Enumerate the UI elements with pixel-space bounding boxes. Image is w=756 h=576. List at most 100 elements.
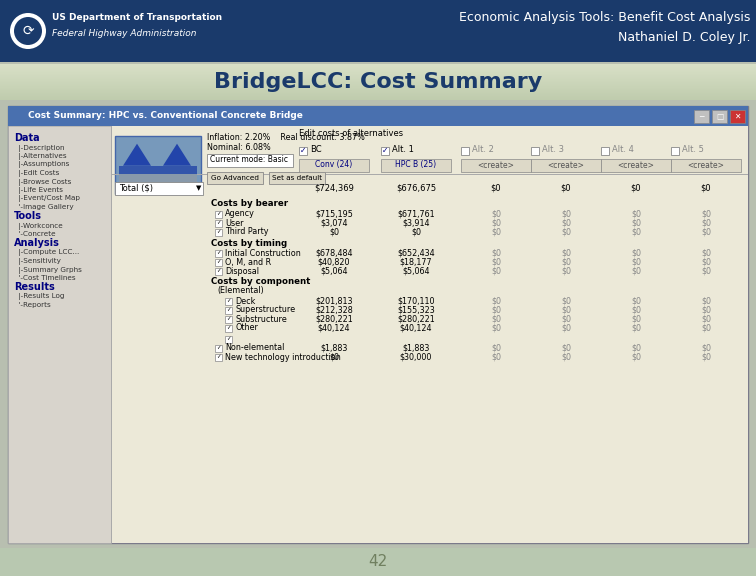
Text: ✓: ✓ bbox=[216, 260, 221, 264]
Polygon shape bbox=[163, 143, 191, 166]
Text: Total ($): Total ($) bbox=[119, 184, 153, 192]
Text: ✓: ✓ bbox=[216, 251, 221, 256]
Text: BC: BC bbox=[310, 146, 321, 154]
Text: $0: $0 bbox=[631, 257, 641, 267]
Text: $201,813: $201,813 bbox=[315, 297, 353, 305]
Text: $1,883: $1,883 bbox=[402, 343, 429, 353]
Bar bbox=[111, 126, 112, 543]
Text: Costs by timing: Costs by timing bbox=[211, 238, 287, 248]
Text: Alt. 1: Alt. 1 bbox=[392, 146, 414, 154]
Text: $0: $0 bbox=[561, 305, 571, 314]
Text: <create>: <create> bbox=[478, 161, 514, 169]
Text: $0: $0 bbox=[561, 228, 571, 237]
Bar bbox=[0, 100, 756, 548]
Text: Disposal: Disposal bbox=[225, 267, 259, 275]
Text: Analysis: Analysis bbox=[14, 238, 60, 248]
Bar bbox=[381, 159, 451, 172]
Text: BridgeLCC: Cost Summary: BridgeLCC: Cost Summary bbox=[214, 72, 542, 92]
Text: Superstructure: Superstructure bbox=[235, 305, 295, 314]
Bar bbox=[215, 344, 222, 351]
Text: $40,820: $40,820 bbox=[318, 257, 350, 267]
Text: |-Assumptions: |-Assumptions bbox=[16, 161, 70, 169]
Text: $0: $0 bbox=[411, 228, 421, 237]
Text: ✓: ✓ bbox=[216, 221, 221, 225]
Bar bbox=[215, 259, 222, 266]
Text: Cost Summary: HPC vs. Conventional Concrete Bridge: Cost Summary: HPC vs. Conventional Concr… bbox=[28, 112, 303, 120]
Bar bbox=[215, 219, 222, 226]
Text: $0: $0 bbox=[701, 314, 711, 324]
Text: $724,369: $724,369 bbox=[314, 184, 354, 192]
Text: ⟳: ⟳ bbox=[22, 24, 34, 38]
Text: ✓: ✓ bbox=[216, 346, 221, 351]
Text: $0: $0 bbox=[561, 343, 571, 353]
Text: ✓: ✓ bbox=[226, 336, 231, 342]
Text: ─: ─ bbox=[699, 112, 704, 120]
Text: $0: $0 bbox=[631, 353, 641, 362]
Bar bbox=[225, 297, 232, 305]
Bar bbox=[8, 126, 111, 543]
Text: ✓: ✓ bbox=[226, 325, 231, 331]
Text: $0: $0 bbox=[561, 324, 571, 332]
Text: Data: Data bbox=[14, 133, 39, 143]
Text: HPC B (25): HPC B (25) bbox=[395, 161, 436, 169]
Text: $678,484: $678,484 bbox=[315, 248, 353, 257]
Text: $0: $0 bbox=[491, 228, 501, 237]
Bar bbox=[601, 147, 609, 155]
Text: $0: $0 bbox=[631, 184, 641, 192]
Text: 42: 42 bbox=[368, 555, 388, 570]
Text: Results: Results bbox=[14, 282, 54, 292]
Text: $0: $0 bbox=[491, 218, 501, 228]
Text: $0: $0 bbox=[561, 314, 571, 324]
Text: $0: $0 bbox=[701, 257, 711, 267]
Text: <create>: <create> bbox=[618, 161, 655, 169]
Bar bbox=[299, 159, 369, 172]
Text: $0: $0 bbox=[561, 210, 571, 218]
Text: $3,914: $3,914 bbox=[402, 218, 429, 228]
Text: ✓: ✓ bbox=[216, 268, 221, 274]
Text: |-Summary Grphs: |-Summary Grphs bbox=[16, 267, 82, 274]
Text: $0: $0 bbox=[491, 324, 501, 332]
Bar bbox=[119, 166, 197, 174]
Text: $0: $0 bbox=[491, 343, 501, 353]
Text: $1,883: $1,883 bbox=[321, 343, 348, 353]
Text: '-Reports: '-Reports bbox=[16, 302, 51, 309]
Text: $0: $0 bbox=[561, 218, 571, 228]
Text: Agency: Agency bbox=[225, 210, 255, 218]
Text: $0: $0 bbox=[631, 343, 641, 353]
Text: $0: $0 bbox=[561, 267, 571, 275]
Text: $280,221: $280,221 bbox=[315, 314, 353, 324]
Bar bbox=[671, 159, 741, 172]
Text: $0: $0 bbox=[491, 210, 501, 218]
Bar bbox=[225, 316, 232, 323]
Text: $0: $0 bbox=[491, 353, 501, 362]
Text: $0: $0 bbox=[561, 257, 571, 267]
Bar bbox=[0, 548, 756, 576]
Text: ▼: ▼ bbox=[197, 185, 202, 191]
Text: Edit costs of alternatives: Edit costs of alternatives bbox=[299, 130, 403, 138]
Text: O, M, and R: O, M, and R bbox=[225, 257, 271, 267]
Bar bbox=[8, 106, 748, 543]
Bar bbox=[0, 0, 756, 62]
Text: $0: $0 bbox=[701, 210, 711, 218]
Text: $0: $0 bbox=[491, 305, 501, 314]
Text: Go Advanced: Go Advanced bbox=[211, 175, 259, 181]
Text: ✓: ✓ bbox=[216, 211, 221, 217]
Text: $0: $0 bbox=[631, 228, 641, 237]
Bar bbox=[215, 229, 222, 236]
Text: $0: $0 bbox=[491, 248, 501, 257]
Text: $0: $0 bbox=[701, 297, 711, 305]
Text: $0: $0 bbox=[329, 228, 339, 237]
Text: Costs by component: Costs by component bbox=[211, 278, 311, 286]
Text: ✓: ✓ bbox=[226, 308, 231, 313]
Text: $0: $0 bbox=[491, 314, 501, 324]
Bar bbox=[207, 172, 263, 184]
Text: Other: Other bbox=[235, 324, 258, 332]
Text: ✓: ✓ bbox=[216, 229, 221, 234]
Text: $0: $0 bbox=[631, 267, 641, 275]
Text: $0: $0 bbox=[561, 353, 571, 362]
Text: $3,074: $3,074 bbox=[321, 218, 348, 228]
Text: $0: $0 bbox=[701, 267, 711, 275]
Text: Economic Analysis Tools: Benefit Cost Analysis: Economic Analysis Tools: Benefit Cost An… bbox=[459, 12, 750, 25]
Text: $0: $0 bbox=[561, 297, 571, 305]
Bar bbox=[111, 174, 748, 175]
